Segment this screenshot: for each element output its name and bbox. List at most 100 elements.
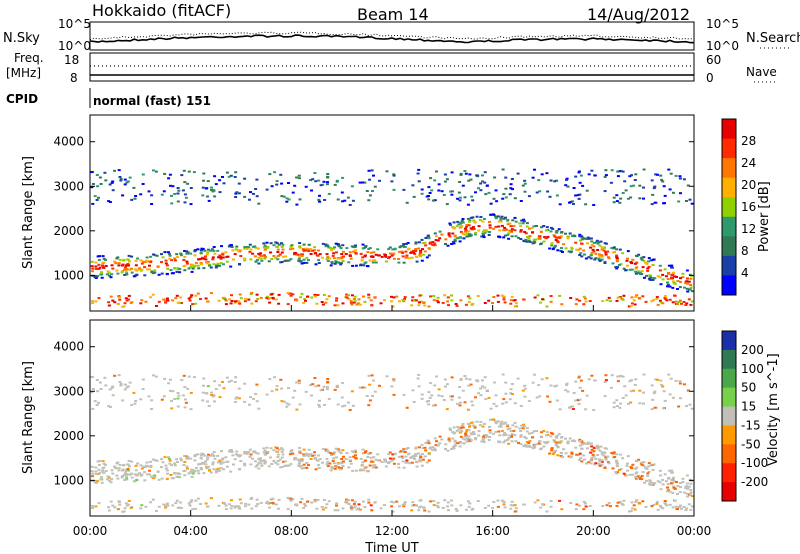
scatter-point	[524, 443, 528, 446]
scatter-point	[549, 295, 553, 297]
scatter-point	[652, 392, 656, 395]
scatter-point	[225, 465, 229, 468]
scatter-point	[622, 472, 626, 475]
scatter-point	[572, 187, 576, 189]
scatter-point	[98, 255, 102, 258]
scatter-point	[450, 171, 454, 174]
scatter-point	[444, 448, 447, 450]
scatter-point	[168, 257, 172, 260]
scatter-point	[503, 506, 507, 509]
scatter-point	[187, 297, 191, 300]
scatter-point	[315, 302, 319, 305]
scatter-point	[405, 256, 409, 259]
scatter-point	[523, 436, 527, 438]
scatter-point	[650, 179, 654, 182]
scatter-point	[123, 302, 127, 305]
scatter-point	[372, 456, 376, 459]
scatter-point	[108, 479, 111, 482]
date-title: 14/Aug/2012	[587, 5, 690, 24]
scatter-point	[519, 434, 523, 437]
scatter-point	[664, 298, 668, 301]
scatter-point	[98, 460, 102, 463]
scatter-point	[253, 460, 257, 463]
scatter-point	[341, 176, 345, 179]
scatter-point	[649, 481, 653, 484]
scatter-point	[502, 422, 506, 425]
scatter-point	[509, 187, 513, 190]
scatter-point	[239, 297, 243, 300]
scatter-point	[413, 504, 416, 507]
scatter-point	[367, 404, 371, 407]
scatter-point	[97, 401, 100, 404]
scatter-point	[510, 500, 514, 503]
scatter-point	[200, 247, 204, 250]
scatter-point	[133, 268, 137, 271]
scatter-point	[578, 181, 582, 184]
scatter-point	[477, 392, 480, 395]
scatter-point	[206, 505, 210, 508]
scatter-point	[221, 458, 225, 461]
scatter-point	[126, 180, 130, 183]
scatter-point	[371, 461, 375, 463]
scatter-point	[293, 184, 297, 187]
scatter-point	[293, 251, 297, 254]
scatter-point	[170, 194, 173, 197]
scatter-point	[578, 444, 582, 447]
scatter-point	[601, 300, 605, 303]
scatter-point	[650, 300, 654, 303]
scatter-point	[165, 477, 169, 480]
scatter-point	[179, 507, 183, 509]
scatter-point	[607, 296, 611, 299]
scatter-point	[670, 469, 674, 472]
scatter-point	[91, 388, 95, 390]
scatter-point	[285, 200, 289, 203]
scatter-point	[265, 188, 269, 191]
scatter-point	[531, 436, 535, 439]
scatter-point	[352, 245, 356, 248]
scatter-point	[533, 168, 536, 171]
scatter-point	[309, 458, 313, 460]
scatter-point	[149, 501, 153, 504]
scatter-point	[431, 199, 435, 202]
scatter-point	[603, 260, 607, 263]
scatter-point	[310, 394, 313, 397]
scatter-point	[503, 226, 507, 229]
scatter-point	[111, 504, 115, 507]
scatter-point	[378, 179, 381, 182]
scatter-point	[249, 453, 253, 456]
scatter-point	[559, 235, 563, 238]
scatter-point	[679, 482, 682, 485]
scatter-point	[571, 408, 575, 410]
scatter-point	[497, 425, 501, 428]
scatter-point	[427, 442, 431, 445]
scatter-point	[362, 264, 366, 267]
scatter-point	[165, 469, 169, 472]
scatter-point	[169, 389, 172, 392]
scatter-point	[520, 219, 524, 222]
scatter-point	[499, 218, 503, 221]
scatter-point	[684, 280, 688, 283]
power-colorbar-frame	[721, 118, 737, 296]
scatter-point	[403, 296, 407, 299]
scatter-point	[510, 295, 514, 298]
scatter-point	[617, 264, 621, 266]
scatter-point	[234, 397, 238, 400]
scatter-point	[213, 195, 217, 198]
scatter-point	[143, 261, 147, 263]
scatter-point	[365, 470, 369, 472]
scatter-point	[550, 242, 554, 245]
scatter-point	[579, 457, 583, 460]
colorbar-tick: -15	[741, 418, 761, 432]
scatter-point	[192, 171, 196, 174]
scatter-point	[152, 169, 155, 172]
scatter-point	[144, 505, 148, 508]
scatter-point	[503, 234, 507, 237]
scatter-point	[354, 264, 358, 267]
scatter-point	[194, 507, 198, 510]
scatter-point	[471, 199, 475, 202]
scatter-point	[249, 293, 253, 295]
scatter-point	[622, 267, 626, 270]
scatter-point	[630, 507, 634, 510]
scatter-point	[171, 504, 175, 507]
scatter-point	[392, 174, 396, 177]
